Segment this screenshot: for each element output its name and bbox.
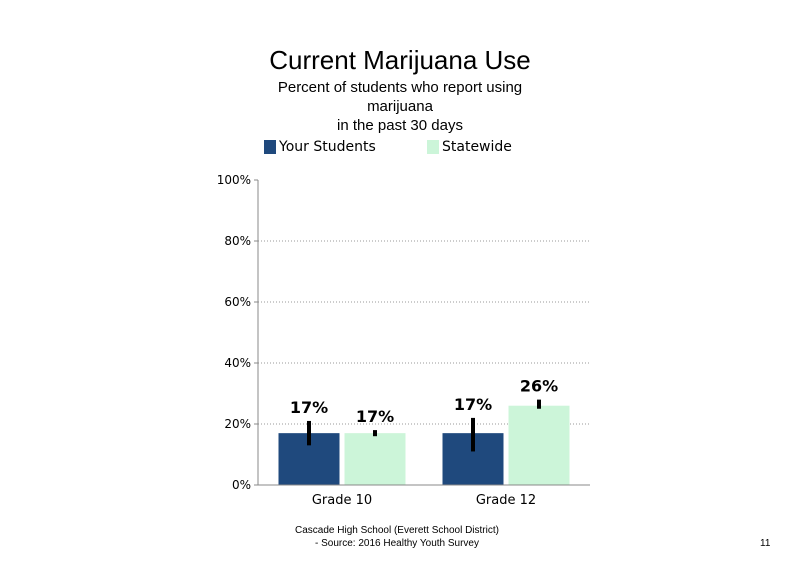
chart-subtitle: Percent of students who report using mar… [0, 78, 800, 135]
footer-line-1: Cascade High School (Everett School Dist… [295, 525, 499, 536]
y-tick-label: 40% [224, 356, 251, 370]
y-tick-label: 0% [232, 478, 251, 492]
legend-item-your-students: Your Students [264, 139, 376, 155]
footer: Cascade High School (Everett School Dist… [0, 524, 800, 550]
data-label: 17% [356, 407, 394, 426]
legend-swatch-statewide [427, 140, 439, 154]
legend-label-statewide: Statewide [442, 139, 512, 155]
y-tick-label: 100% [217, 173, 251, 187]
legend-item-statewide: Statewide [427, 139, 512, 155]
data-label: 17% [290, 398, 328, 417]
y-tick-label: 20% [224, 417, 251, 431]
data-label: 17% [454, 395, 492, 414]
footer-line-2: - Source: 2016 Healthy Youth Survey [315, 538, 479, 549]
chart-title: Current Marijuana Use [269, 45, 531, 75]
bar [508, 405, 570, 485]
bar [344, 433, 406, 485]
subtitle-line-3: in the past 30 days [337, 117, 463, 134]
subtitle-line-1: Percent of students who report using [277, 79, 523, 96]
x-tick-label: Grade 10 [312, 493, 372, 508]
legend-label-your-students: Your Students [279, 139, 376, 155]
x-tick-label: Grade 12 [476, 493, 536, 508]
data-label: 26% [520, 377, 558, 396]
subtitle-line-2: marijuana [367, 98, 433, 115]
y-tick-label: 80% [224, 234, 251, 248]
title-block: Current Marijuana Use Percent of student… [0, 44, 800, 135]
y-tick-label: 60% [224, 295, 251, 309]
legend-swatch-your-students [264, 140, 276, 154]
page-number: 11 [760, 538, 771, 549]
